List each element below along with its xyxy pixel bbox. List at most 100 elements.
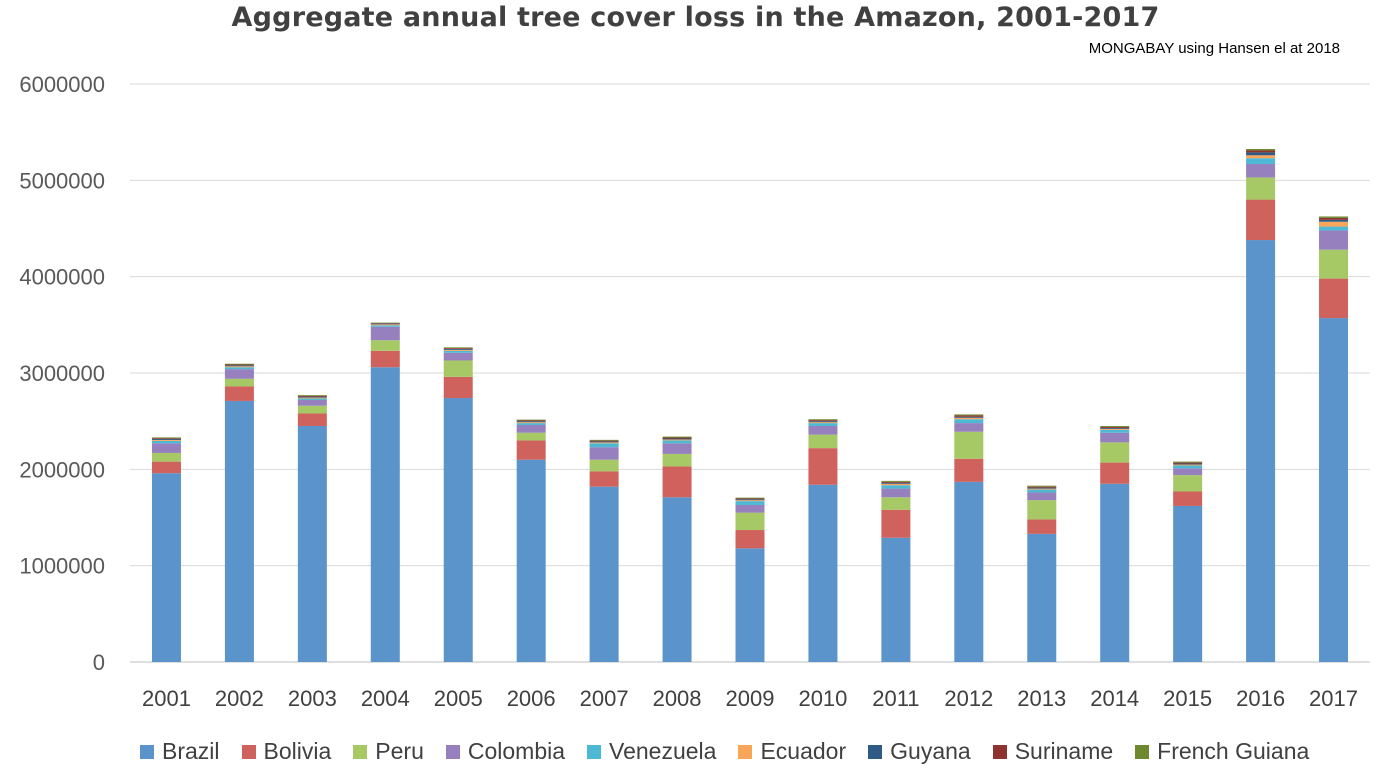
bar-segment-guyana-2002 [224,365,254,367]
legend-item-ecuador: Ecuador [738,738,846,765]
bar-segment-french-guiana-2011 [881,480,911,482]
bar-segment-guyana-2015 [1173,463,1203,465]
legend-item-bolivia: Bolivia [241,738,331,765]
bar-segment-colombia-2003 [297,399,327,406]
bar-segment-bolivia-2017 [1319,278,1349,319]
bar-segment-colombia-2016 [1246,163,1276,178]
legend-item-brazil: Brazil [140,738,220,765]
bar-segment-bolivia-2016 [1246,199,1276,241]
bar-segment-suriname-2007 [589,440,619,442]
bar-segment-venezuela-2016 [1246,158,1276,164]
bar-segment-peru-2009 [735,512,765,531]
bar-segment-venezuela-2013 [1027,489,1057,493]
bar-segment-brazil-2003 [297,425,327,662]
bar-segment-venezuela-2007 [589,443,619,448]
bar-segment-ecuador-2013 [1027,488,1057,490]
bar-segment-bolivia-2015 [1173,491,1203,506]
bar-segment-guyana-2008 [662,438,692,440]
bar-segment-brazil-2009 [735,548,765,662]
bar-segment-suriname-2014 [1100,426,1130,428]
bar-segment-peru-2007 [589,459,619,472]
bar-segment-bolivia-2013 [1027,519,1057,534]
x-tick-label: 2008 [653,686,702,711]
bar-segment-colombia-2008 [662,443,692,454]
x-tick-label: 2006 [507,686,556,711]
chart-title: Aggregate annual tree cover loss in the … [231,2,1160,33]
bar-segment-guyana-2012 [954,416,984,418]
bar-segment-french-guiana-2015 [1173,461,1203,463]
bar-segment-bolivia-2006 [516,440,546,460]
bar-segment-peru-2013 [1027,500,1057,520]
bar-segment-colombia-2007 [589,447,619,460]
bar-segment-venezuela-2001 [151,440,181,444]
bar-segment-peru-2008 [662,453,692,467]
bar-segment-guyana-2016 [1246,152,1276,156]
legend-swatch [992,744,1007,759]
legend-swatch [353,744,368,759]
bar-segment-suriname-2001 [151,438,181,439]
x-tick-label: 2010 [798,686,847,711]
bar-segment-brazil-2014 [1100,483,1130,662]
x-tick-label: 2011 [872,686,919,711]
bar-segment-french-guiana-2012 [954,414,984,416]
legend-swatch [1135,744,1150,759]
bar-segment-french-guiana-2005 [443,347,473,349]
x-tick-label: 2002 [215,686,264,711]
bar-segment-ecuador-2003 [297,397,327,399]
bar-segment-ecuador-2017 [1319,221,1349,227]
bar-segment-guyana-2009 [735,499,765,501]
x-tick-label: 2013 [1017,686,1066,711]
x-tick-label: 2017 [1309,686,1358,711]
bar-segment-french-guiana-2009 [735,497,765,499]
bar-segment-suriname-2017 [1319,217,1349,220]
bar-segment-colombia-2013 [1027,492,1057,501]
bar-segment-french-guiana-2002 [224,363,254,365]
bar-segment-venezuela-2015 [1173,465,1203,469]
legend-item-guyana: Guyana [868,738,971,765]
bar-segment-ecuador-2015 [1173,464,1203,466]
bar-segment-suriname-2006 [516,420,546,422]
legend-label: Ecuador [760,738,847,764]
bar-segment-venezuela-2009 [735,501,765,505]
legend-label: Suriname [1014,738,1114,764]
bar-segment-brazil-2002 [224,400,254,662]
bar-segment-colombia-2004 [370,326,400,341]
bar-segment-ecuador-2002 [224,366,254,368]
bar-segment-brazil-2011 [881,537,911,662]
bar-segment-french-guiana-2017 [1319,216,1349,218]
bar-segment-brazil-2016 [1246,240,1276,662]
bar-segment-ecuador-2009 [735,500,765,502]
bar-segment-peru-2012 [954,431,984,459]
legend-label: Brazil [162,738,220,764]
bar-segment-peru-2015 [1173,475,1203,492]
bar-segment-venezuela-2017 [1319,226,1349,231]
bar-segment-guyana-2004 [370,323,400,325]
bar-segment-brazil-2004 [370,367,400,662]
bar-segment-peru-2001 [151,452,181,462]
legend-item-suriname: Suriname [992,738,1114,765]
chart-source-note: MONGABAY using Hansen el at 2018 [1088,40,1340,57]
x-tick-label: 2003 [288,686,337,711]
y-tick-label: 1000000 [19,554,105,579]
bar-segment-french-guiana-2007 [589,439,619,441]
bar-segment-ecuador-2016 [1246,155,1276,159]
legend-swatch [445,744,460,759]
bar-segment-guyana-2001 [151,438,181,440]
bar-segment-french-guiana-2006 [516,419,546,421]
y-tick-label: 3000000 [19,361,105,386]
bar-segment-colombia-2009 [735,504,765,513]
x-axis-ticks: 2001 2002 2003 2004 2005 2006 2007 2008 2009 2010… [142,686,1358,711]
bar-segment-suriname-2013 [1027,486,1057,488]
bar-segment-colombia-2002 [224,369,254,379]
bar-segment-suriname-2002 [224,364,254,366]
bar-segment-french-guiana-2010 [808,419,838,421]
bar-segment-bolivia-2009 [735,530,765,549]
y-axis-ticks: 0 1000000 2000000 3000000 4000000 5000000 6000… [19,72,105,675]
bar-segment-peru-2006 [516,432,546,441]
bar-segment-french-guiana-2008 [662,436,692,438]
legend-item-peru: Peru [353,738,424,765]
bar-segment-peru-2002 [224,378,254,387]
bar-segment-guyana-2017 [1319,219,1349,222]
y-tick-label: 6000000 [19,72,105,97]
x-tick-label: 2009 [726,686,775,711]
